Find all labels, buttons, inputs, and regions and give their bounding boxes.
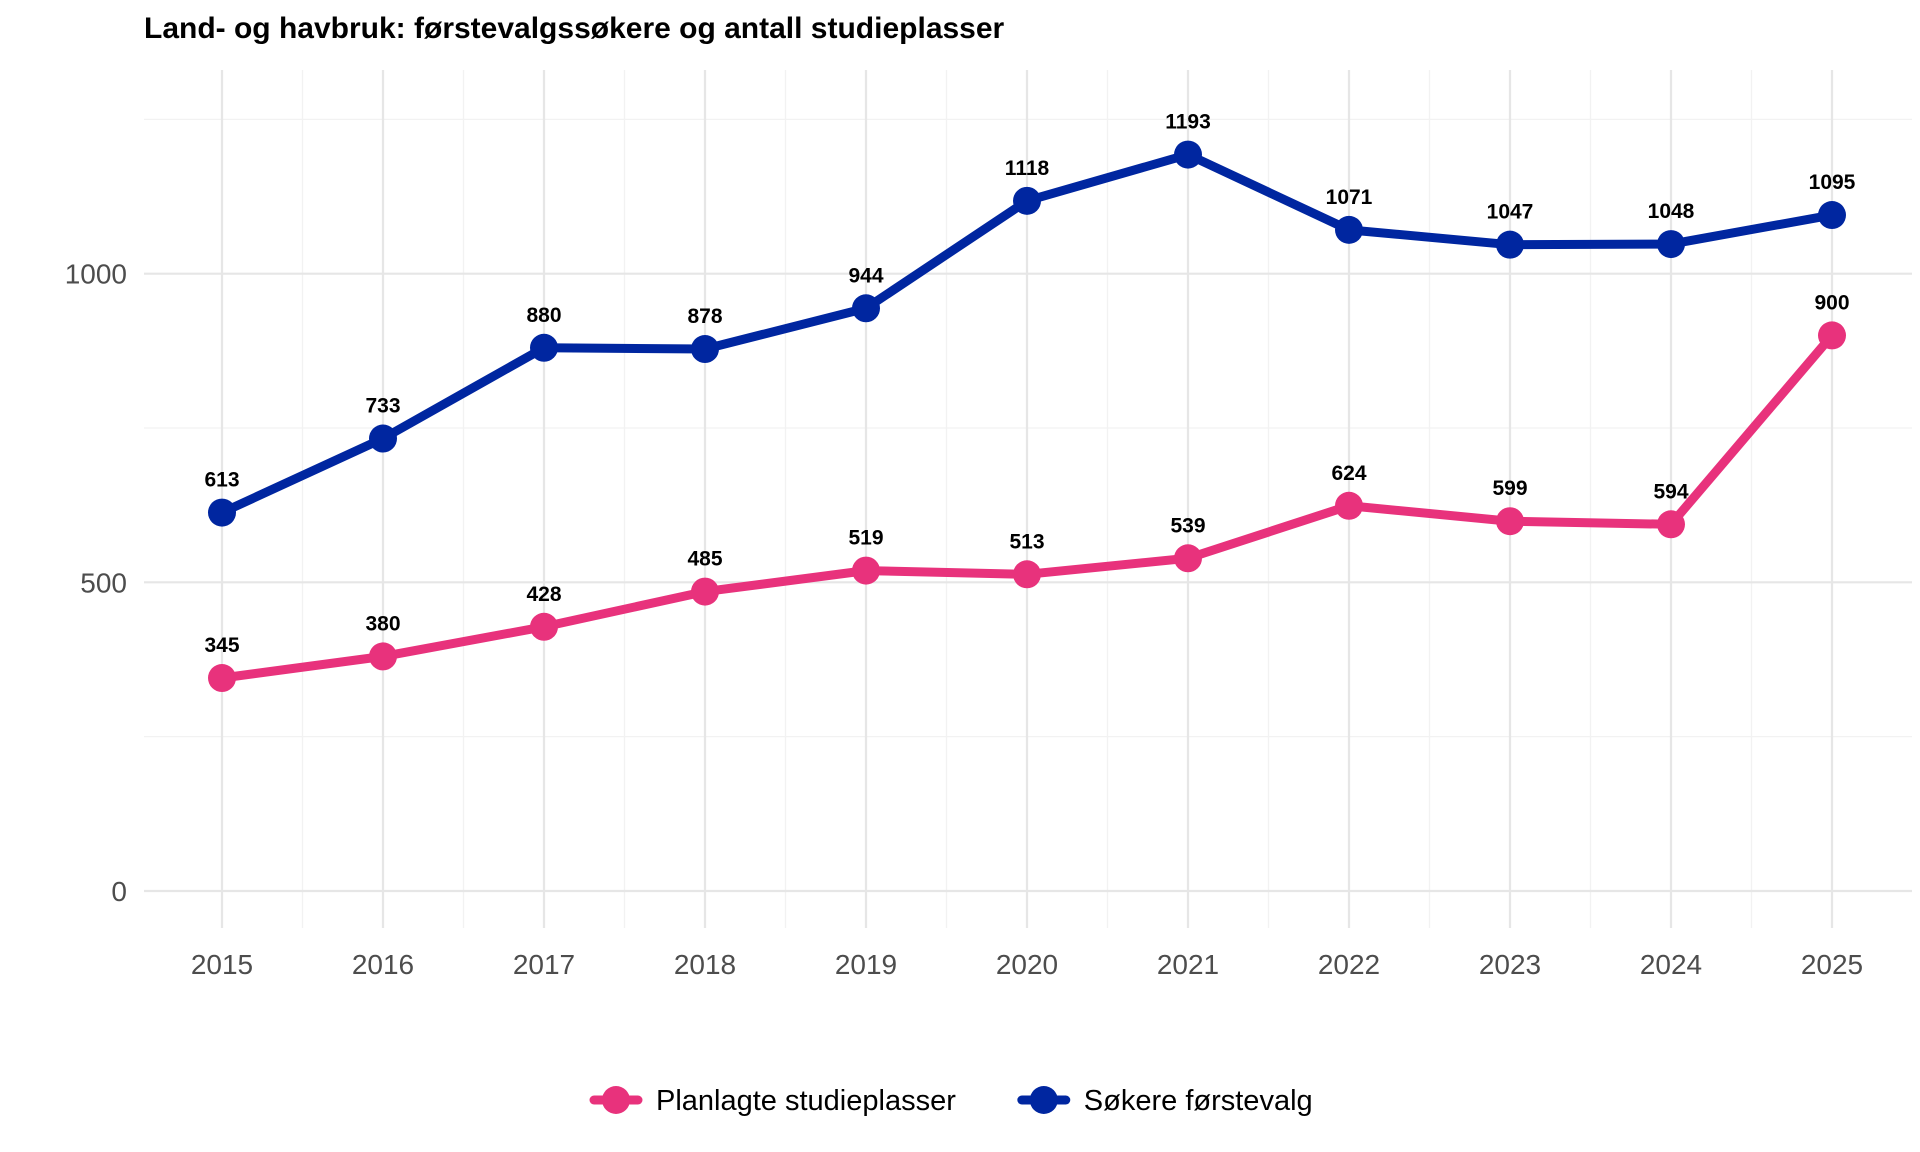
series-1-point bbox=[208, 664, 236, 693]
x-tick-label: 2022 bbox=[1318, 949, 1380, 980]
series-2-data-label: 878 bbox=[687, 305, 722, 328]
legend: Planlagte studieplasser Søkere førstevalg bbox=[589, 1085, 1313, 1117]
x-tick-label: 2017 bbox=[513, 949, 575, 980]
series-1-point bbox=[1657, 510, 1685, 539]
series-2-data-label: 1193 bbox=[1165, 111, 1211, 134]
series-2-data-label: 613 bbox=[204, 469, 239, 492]
series-1-point bbox=[852, 556, 880, 585]
series-1-data-label: 594 bbox=[1653, 480, 1688, 503]
chart-title: Land- og havbruk: førstevalgssøkere og a… bbox=[144, 12, 1005, 45]
series-1-point bbox=[530, 612, 558, 641]
legend-key-point bbox=[1029, 1086, 1058, 1114]
y-tick-label: 500 bbox=[80, 567, 127, 598]
series-2-point bbox=[530, 333, 558, 362]
legend-item-1: Planlagte studieplasser bbox=[589, 1085, 956, 1117]
series-2-data-label: 1071 bbox=[1326, 186, 1373, 209]
series-1-point bbox=[691, 577, 719, 606]
series-1-data-label: 539 bbox=[1170, 514, 1205, 537]
series-1-data-label: 624 bbox=[1331, 462, 1366, 485]
x-tick-label: 2023 bbox=[1479, 949, 1541, 980]
x-tick-label: 2025 bbox=[1801, 949, 1863, 980]
series-1-point bbox=[1496, 507, 1524, 536]
series-1-point bbox=[1174, 544, 1202, 573]
x-tick-label: 2015 bbox=[191, 949, 253, 980]
series-1-point bbox=[369, 642, 397, 671]
series-2-point bbox=[1496, 230, 1524, 259]
series-2-point bbox=[1013, 186, 1041, 215]
series-2-data-label: 1095 bbox=[1809, 171, 1856, 194]
series-2-data-label: 1118 bbox=[1005, 157, 1050, 180]
series-2-data-label: 733 bbox=[365, 395, 400, 418]
legend-key-point bbox=[602, 1086, 630, 1114]
series-1-point bbox=[1818, 321, 1846, 350]
series-2-point bbox=[208, 498, 236, 527]
series-1-data-label: 519 bbox=[848, 527, 883, 550]
series-1-point bbox=[1335, 491, 1363, 520]
series-2-point bbox=[1335, 215, 1363, 244]
series-2-point bbox=[1174, 140, 1202, 169]
legend-item-2: Søkere førstevalg bbox=[1017, 1085, 1313, 1117]
series-2-data-label: 1048 bbox=[1648, 200, 1695, 223]
series-1-data-label: 599 bbox=[1492, 477, 1527, 500]
y-tick-label: 0 bbox=[111, 876, 127, 907]
series-2-point bbox=[369, 424, 397, 453]
series-2-data-label: 1047 bbox=[1487, 201, 1534, 224]
x-tick-label: 2019 bbox=[835, 949, 897, 980]
axis-labels: 0 500 1000 2015 2016 2017 2018 2019 2020 2021 2022… bbox=[65, 259, 1863, 980]
series-2-point bbox=[1818, 201, 1846, 230]
series-1-data-label: 428 bbox=[526, 583, 561, 606]
series-2-point bbox=[691, 335, 719, 364]
series-layer bbox=[208, 140, 1846, 693]
series-2-point bbox=[1657, 230, 1685, 259]
series-1-data-label: 380 bbox=[365, 612, 400, 635]
series-2-point bbox=[852, 294, 880, 323]
series-1-data-label: 900 bbox=[1814, 291, 1849, 314]
series-1-data-label: 485 bbox=[687, 548, 722, 571]
x-tick-label: 2024 bbox=[1640, 949, 1702, 980]
series-1-point bbox=[1013, 560, 1041, 589]
x-tick-label: 2018 bbox=[674, 949, 736, 980]
legend-label: Planlagte studieplasser bbox=[656, 1085, 956, 1117]
series-1-data-label: 345 bbox=[204, 634, 239, 657]
y-tick-label: 1000 bbox=[65, 259, 127, 290]
legend-label: Søkere førstevalg bbox=[1084, 1085, 1313, 1117]
data-labels: 345 380 428 485 519 513 539 624 599 594 900 613 733 8… bbox=[204, 111, 1855, 657]
series-1-data-label: 513 bbox=[1009, 530, 1044, 553]
x-tick-label: 2021 bbox=[1157, 949, 1219, 980]
x-tick-label: 2020 bbox=[996, 949, 1058, 980]
series-2-data-label: 944 bbox=[848, 264, 883, 287]
series-2-data-label: 880 bbox=[526, 304, 561, 327]
x-tick-label: 2016 bbox=[352, 949, 414, 980]
